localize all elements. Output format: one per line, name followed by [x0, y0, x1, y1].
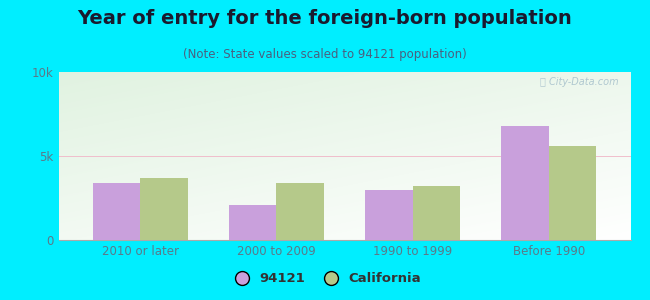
Bar [229, 205, 276, 240]
Legend: 94121, California: 94121, California [224, 267, 426, 290]
Bar [140, 178, 188, 240]
Bar [92, 183, 140, 240]
Text: (Note: State values scaled to 94121 population): (Note: State values scaled to 94121 popu… [183, 48, 467, 61]
Bar [276, 183, 324, 240]
Bar [365, 190, 413, 240]
Text: Ⓢ City-Data.com: Ⓢ City-Data.com [540, 77, 619, 87]
Text: Year of entry for the foreign-born population: Year of entry for the foreign-born popul… [77, 9, 573, 28]
Bar [501, 126, 549, 240]
Bar [413, 186, 460, 240]
Bar [549, 146, 597, 240]
